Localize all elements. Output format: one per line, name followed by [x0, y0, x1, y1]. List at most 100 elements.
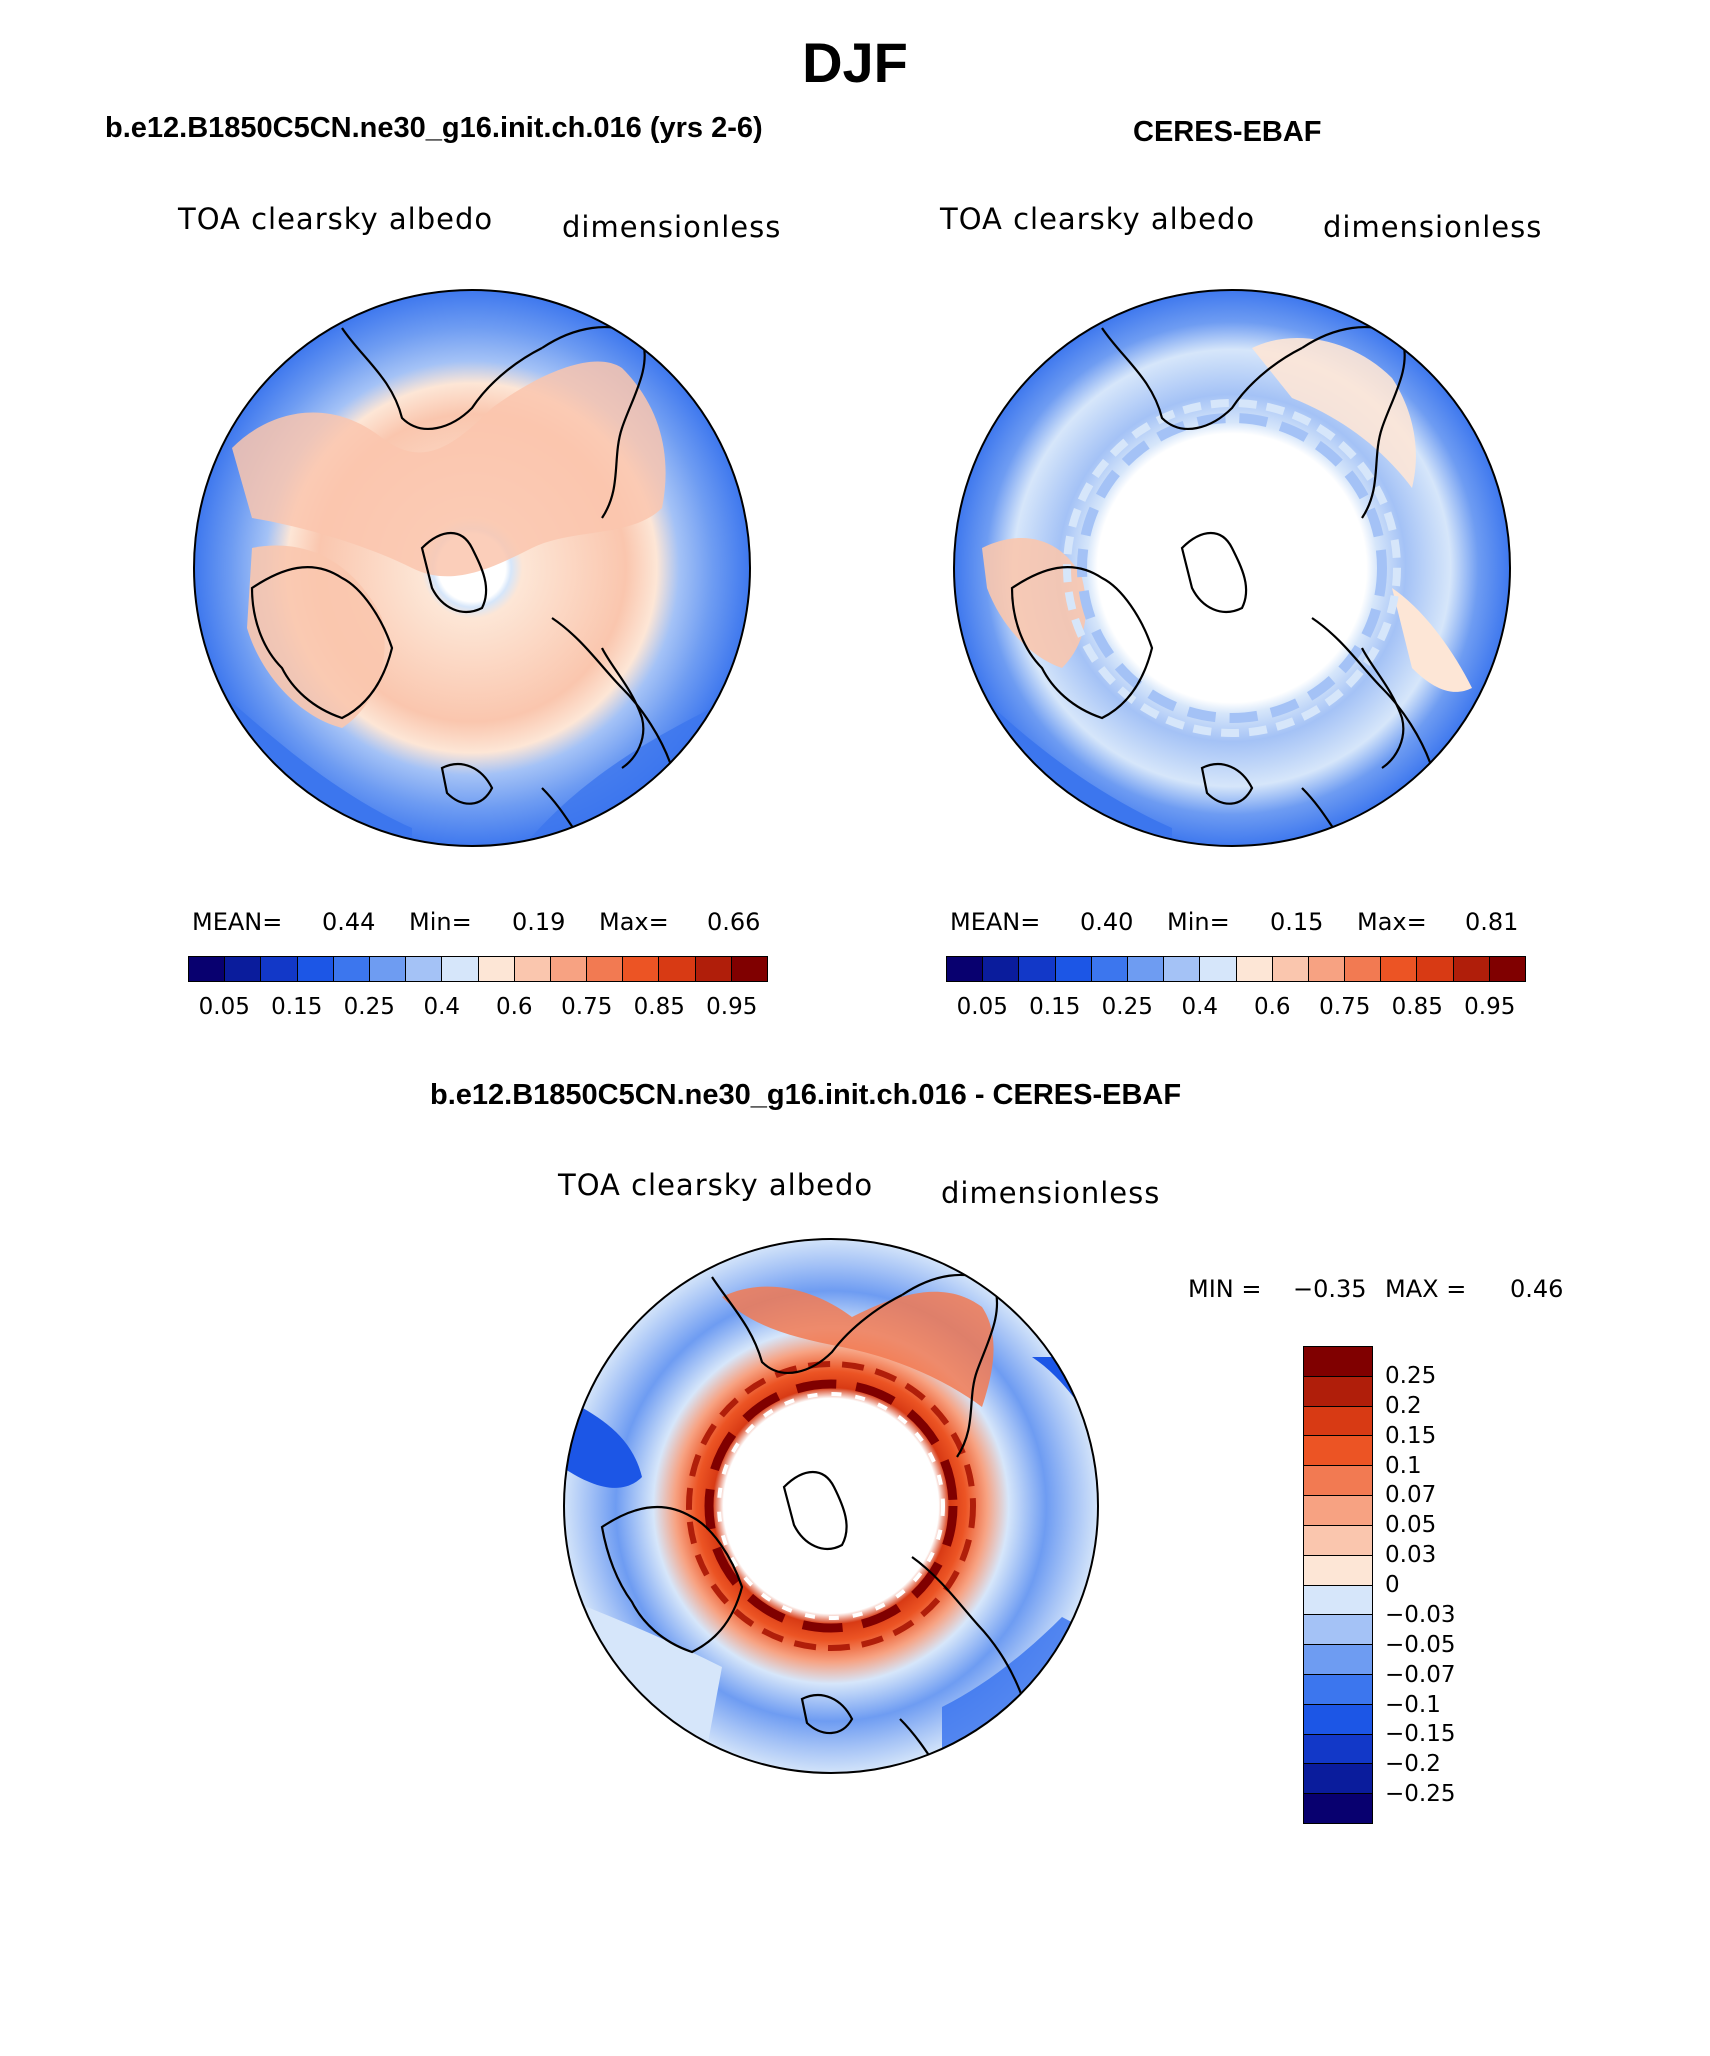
- colorbar-swatch: [1304, 1496, 1372, 1526]
- difference-title: b.e12.B1850C5CN.ne30_g16.init.ch.016 - C…: [430, 1079, 1182, 1111]
- colorbar-swatch: [1304, 1555, 1372, 1586]
- panel-1-stats: MEAN= 0.44 Min= 0.19 Max= 0.66: [192, 908, 772, 938]
- colorbar-tick-label: 0.6: [495, 994, 533, 1020]
- colorbar-swatch: [731, 957, 767, 981]
- colorbar-swatch: [1304, 1794, 1372, 1823]
- colorbar-swatch: [1308, 957, 1346, 981]
- colorbar-swatch: [442, 957, 479, 981]
- panel-1-colorbar: [188, 956, 768, 982]
- colorbar-swatch: [1453, 957, 1490, 981]
- colorbar-tick-label: 0.2: [1385, 1392, 1422, 1419]
- colorbar-swatch: [1091, 957, 1128, 981]
- colorbar-swatch: [261, 957, 298, 981]
- colorbar-swatch: [1304, 1525, 1372, 1556]
- figure-title: DJF: [802, 31, 908, 94]
- panel-1-case-title: b.e12.B1850C5CN.ne30_g16.init.ch.016 (yr…: [105, 112, 763, 144]
- colorbar-swatch: [1127, 957, 1165, 981]
- colorbar-swatch: [1304, 1585, 1372, 1616]
- panel-1-max-label: Max=: [599, 908, 669, 936]
- colorbar-swatch: [1272, 957, 1309, 981]
- diff-units-label: dimensionless: [941, 1176, 1161, 1210]
- panel-1-units-label: dimensionless: [562, 210, 782, 244]
- colorbar-tick-label: 0.15: [271, 994, 323, 1020]
- colorbar-tick-label: 0.25: [1385, 1362, 1437, 1389]
- diff-max-label: MAX =: [1385, 1275, 1467, 1303]
- colorbar-swatch: [1304, 1645, 1372, 1675]
- diff-max-value: 0.46: [1510, 1275, 1564, 1303]
- colorbar-tick-label: −0.03: [1385, 1601, 1456, 1628]
- colorbar-swatch: [550, 957, 588, 981]
- panel-2-variable-label: TOA clearsky albedo: [940, 202, 1256, 236]
- colorbar-tick-label: 0.1: [1385, 1452, 1422, 1479]
- panel-1-variable-label: TOA clearsky albedo: [178, 202, 494, 236]
- colorbar-swatch: [695, 957, 732, 981]
- panel-2-max-value: 0.81: [1465, 908, 1519, 936]
- colorbar-swatch: [1304, 1376, 1372, 1407]
- colorbar-swatch: [1304, 1406, 1372, 1437]
- panel-1-max-value: 0.66: [707, 908, 761, 936]
- colorbar-tick-label: 0.03: [1385, 1542, 1437, 1569]
- panel-1-min-value: 0.19: [512, 908, 566, 936]
- colorbar-swatch: [983, 957, 1020, 981]
- panel-1-mean-label: MEAN=: [192, 908, 283, 936]
- colorbar-tick-label: −0.2: [1385, 1751, 1441, 1778]
- colorbar-tick-label: 0.95: [1464, 994, 1516, 1020]
- colorbar-tick-label: −0.05: [1385, 1631, 1456, 1658]
- colorbar-swatch: [1019, 957, 1056, 981]
- colorbar-swatch: [1164, 957, 1201, 981]
- colorbar-swatch: [1304, 1466, 1372, 1497]
- colorbar-swatch: [623, 957, 660, 981]
- colorbar-swatch: [297, 957, 334, 981]
- diff-variable-label: TOA clearsky albedo: [558, 1168, 874, 1202]
- panel-2-colorbar: [946, 956, 1526, 982]
- colorbar-swatch: [1304, 1436, 1372, 1467]
- colorbar-swatch: [1304, 1674, 1372, 1705]
- colorbar-swatch: [1345, 957, 1382, 981]
- colorbar-swatch: [1304, 1734, 1372, 1765]
- diff-min-value: −0.35: [1293, 1275, 1367, 1303]
- colorbar-swatch: [1489, 957, 1525, 981]
- colorbar-tick-label: 0.85: [633, 994, 685, 1020]
- colorbar-tick-label: 0.05: [198, 994, 250, 1020]
- diff-polar-map: [563, 1238, 1099, 1774]
- colorbar-swatch: [189, 957, 226, 981]
- panel-2-mean-label: MEAN=: [950, 908, 1041, 936]
- colorbar-swatch: [659, 957, 696, 981]
- colorbar-tick-label: 0.4: [423, 994, 461, 1020]
- panel-2-polar-map: [953, 289, 1511, 847]
- panel-2-mean-value: 0.40: [1080, 908, 1134, 936]
- panel-2-max-label: Max=: [1357, 908, 1427, 936]
- colorbar-swatch: [1304, 1347, 1372, 1377]
- colorbar-swatch: [1200, 957, 1237, 981]
- panel-2-stats: MEAN= 0.40 Min= 0.15 Max= 0.81: [950, 908, 1530, 938]
- colorbar-tick-label: −0.15: [1385, 1721, 1456, 1748]
- colorbar-swatch: [514, 957, 551, 981]
- colorbar-swatch: [333, 957, 370, 981]
- colorbar-swatch: [1236, 957, 1273, 981]
- diff-min-label: MIN =: [1188, 1275, 1262, 1303]
- colorbar-tick-label: 0.75: [561, 994, 613, 1020]
- colorbar-swatch: [1304, 1764, 1372, 1795]
- colorbar-tick-label: 0.95: [706, 994, 758, 1020]
- colorbar-tick-label: 0.75: [1319, 994, 1371, 1020]
- colorbar-tick-label: 0.6: [1253, 994, 1291, 1020]
- colorbar-swatch: [947, 957, 984, 981]
- colorbar-swatch: [1417, 957, 1454, 981]
- colorbar-swatch: [1304, 1615, 1372, 1646]
- colorbar-tick-label: 0.4: [1181, 994, 1219, 1020]
- colorbar-tick-label: 0.05: [1385, 1512, 1437, 1539]
- colorbar-tick-label: 0.05: [956, 994, 1008, 1020]
- panel-1-polar-map: [193, 289, 751, 847]
- colorbar-tick-label: 0.15: [1029, 994, 1081, 1020]
- colorbar-tick-label: 0.25: [1101, 994, 1153, 1020]
- colorbar-swatch: [369, 957, 407, 981]
- colorbar-swatch: [1304, 1704, 1372, 1735]
- colorbar-tick-label: 0: [1385, 1572, 1400, 1598]
- panel-1-min-label: Min=: [409, 908, 472, 936]
- colorbar-swatch: [406, 957, 443, 981]
- panel-1-mean-value: 0.44: [322, 908, 376, 936]
- colorbar-tick-label: −0.25: [1385, 1781, 1456, 1808]
- panel-2-min-label: Min=: [1167, 908, 1230, 936]
- colorbar-swatch: [478, 957, 515, 981]
- diff-minmax: MIN = −0.35 MAX = 0.46: [1188, 1275, 1578, 1305]
